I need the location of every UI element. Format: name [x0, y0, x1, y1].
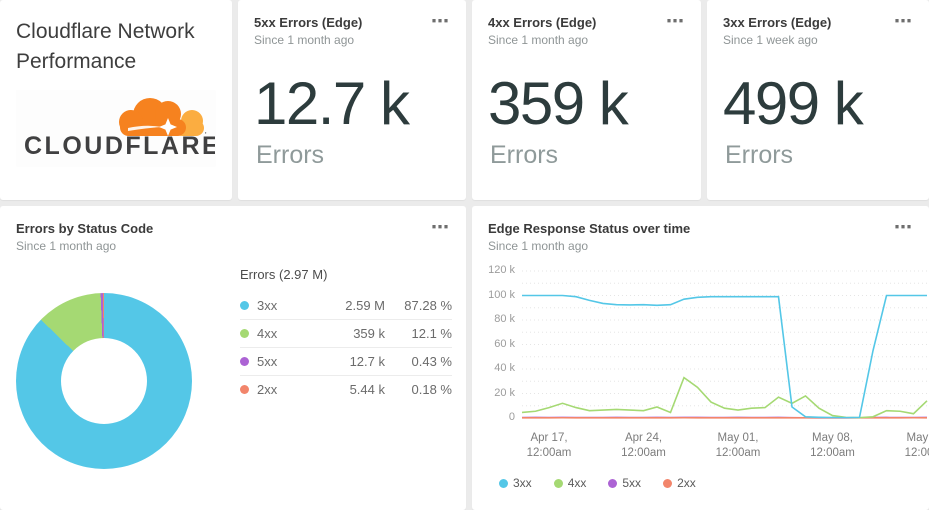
y-tick-label: 80 k [494, 313, 515, 325]
series-percent: 12.1 % [411, 326, 452, 341]
cloudflare-logo: CLOUDFLARE ' [16, 89, 219, 167]
billboard-unit: Errors [490, 141, 559, 169]
series-value: 5.44 k [349, 382, 385, 397]
line-chart-card: Edge Response Status over time Since 1 m… [472, 206, 929, 510]
billboard-card-3xx: 3xx Errors (Edge) Since 1 week ago ⋯ 499… [707, 0, 929, 200]
card-timerange: Since 1 month ago [254, 33, 355, 47]
pie-legend-row-5xx[interactable]: 5xx 12.7 k 0.43 % [240, 347, 452, 375]
legend-item-3xx[interactable]: 3xx [499, 476, 532, 490]
legend-label: 5xx [622, 476, 642, 490]
billboard-unit: Errors [725, 141, 794, 169]
pie-legend-row-3xx[interactable]: 3xx 2.59 M 87.28 % [240, 291, 452, 319]
x-axis-labels: Apr 17, 12:00am Apr 24, 12:00am May 01, 12:00… [522, 431, 929, 463]
billboard-value: 12.7 k [254, 70, 410, 137]
legend-label: 4xx [567, 476, 587, 490]
series-value: 359 k [353, 326, 385, 341]
y-tick-label: 100 k [488, 288, 515, 301]
card-title: Errors by Status Code [16, 221, 154, 236]
x-tick-label: May 08, 12:00am [810, 432, 855, 459]
card-menu-icon[interactable]: ⋯ [666, 11, 685, 31]
y-tick-label: 20 k [494, 386, 515, 399]
card-timerange: Since 1 week ago [723, 33, 818, 47]
legend-item-2xx[interactable]: 2xx [663, 476, 696, 490]
cloudflare-wordmark: CLOUDFLARE [24, 132, 215, 160]
card-title: 4xx Errors (Edge) [488, 15, 597, 30]
pie-legend-header: Errors (2.97 M) [240, 267, 328, 282]
series-percent: 0.18 % [411, 382, 452, 397]
x-tick-label: Apr 17, 12:00am [526, 432, 572, 459]
series-dot-2xx [240, 385, 249, 394]
legend-dot-3xx [499, 478, 508, 488]
pie-chart-card: Errors by Status Code Since 1 month ago … [0, 206, 466, 510]
card-menu-icon[interactable]: ⋯ [431, 11, 450, 31]
y-tick-label: 60 k [494, 337, 515, 350]
card-menu-icon[interactable]: ⋯ [894, 217, 913, 237]
legend-dot-4xx [553, 478, 563, 488]
x-tick-label: May 15,12:00am [904, 432, 929, 459]
y-tick-label: 120 k [488, 264, 515, 276]
card-title: 3xx Errors (Edge) [723, 15, 832, 30]
series-value: 2.59 M [345, 297, 385, 313]
series-dot-3xx [240, 300, 249, 310]
billboard-card-5xx: 5xx Errors (Edge) Since 1 month ago ⋯ 12… [238, 0, 466, 200]
card-timerange: Since 1 month ago [488, 33, 589, 47]
branding-card: Cloudflare Network Performance CLOUDFLAR… [0, 0, 232, 200]
series-label: 2xx [257, 382, 278, 397]
legend-dot-2xx [663, 478, 673, 488]
card-timerange: Since 1 month ago [488, 239, 589, 253]
legend-item-5xx[interactable]: 5xx [608, 476, 641, 490]
billboard-unit: Errors [256, 141, 325, 169]
card-title: Edge Response Status over time [488, 221, 691, 236]
billboard-value: 499 k [723, 70, 864, 137]
series-percent: 0.43 % [411, 354, 452, 369]
series-label: 3xx [257, 297, 278, 313]
series-label: 5xx [257, 354, 278, 369]
series-value: 12.7 k [349, 354, 385, 369]
legend-label: 2xx [677, 476, 696, 490]
legend-label: 3xx [513, 476, 532, 490]
dashboard-title: Cloudflare Network Performance [16, 20, 195, 73]
legend-dot-5xx [608, 478, 618, 488]
legend-item-4xx[interactable]: 4xx [553, 476, 587, 490]
billboard-value: 359 k [488, 70, 629, 137]
card-menu-icon[interactable]: ⋯ [431, 217, 450, 237]
x-tick-label: May 01, 12:00am [715, 432, 761, 459]
chart-legend: 3xx 4xx 5xx 2xx [499, 476, 696, 490]
timeseries-plot[interactable] [522, 267, 929, 429]
cloud-shape [119, 97, 204, 136]
billboard-card-4xx: 4xx Errors (Edge) Since 1 month ago ⋯ 35… [472, 0, 701, 200]
card-title: 5xx Errors (Edge) [254, 15, 363, 30]
card-timerange: Since 1 month ago [16, 239, 117, 253]
series-dot-5xx [240, 357, 249, 366]
cloudflare-logo-icon: CLOUDFLARE ' [16, 89, 219, 162]
donut-chart[interactable] [16, 293, 192, 469]
card-menu-icon[interactable]: ⋯ [894, 11, 913, 31]
series-percent: 87.28 % [404, 297, 452, 313]
pie-legend-row-2xx[interactable]: 2xx 5.44 k 0.18 % [240, 375, 452, 403]
svg-text:': ' [205, 131, 207, 140]
y-tick-label: 40 k [494, 362, 515, 374]
y-tick-label: 0 [508, 411, 515, 423]
series-dot-4xx [240, 329, 249, 338]
pie-legend-table: Errors (2.97 M) 3xx 2.59 M 87.28 % 4xx 3… [240, 267, 452, 403]
series-label: 4xx [257, 326, 278, 341]
x-tick-label: Apr 24, 12:00am [621, 432, 666, 459]
pie-legend-row-4xx[interactable]: 4xx 359 k 12.1 % [240, 319, 452, 347]
